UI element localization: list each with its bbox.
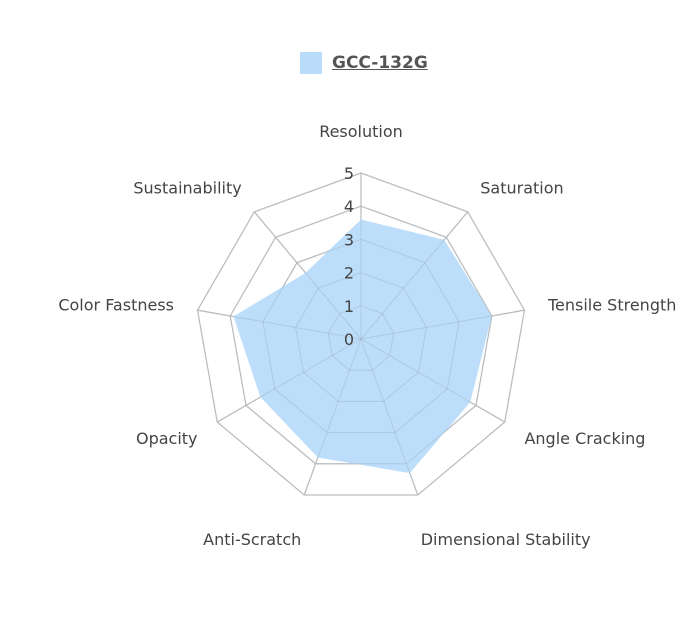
tick-label-0: 0 bbox=[344, 330, 354, 349]
grid-ring-overlay-3 bbox=[262, 238, 460, 434]
spoke-overlay-3 bbox=[360, 338, 506, 423]
grid-ring-overlay-4 bbox=[229, 205, 493, 465]
axis-label-color-fastness: Color Fastness bbox=[58, 296, 174, 315]
axis-label-opacity: Opacity bbox=[136, 429, 198, 448]
tick-label-4: 4 bbox=[344, 197, 354, 216]
spoke-overlay-1 bbox=[360, 211, 469, 340]
spoke-overlay-4 bbox=[360, 338, 419, 496]
spoke-overlay-6 bbox=[216, 338, 362, 423]
axis-label-resolution: Resolution bbox=[319, 122, 403, 141]
grid-ring-5 bbox=[196, 172, 526, 496]
tick-label-3: 3 bbox=[344, 230, 354, 249]
legend-label: GCC-132G bbox=[332, 53, 428, 73]
spoke-overlay-2 bbox=[360, 309, 525, 340]
grid-ring-overlay-5 bbox=[196, 172, 526, 496]
tick-label-5: 5 bbox=[344, 164, 354, 183]
axis-label-sustainability: Sustainability bbox=[133, 178, 241, 197]
axis-label-tensile-strength: Tensile Strength bbox=[547, 296, 676, 315]
grid-ring-overlay-2 bbox=[295, 272, 427, 402]
grid-ring-overlay-1 bbox=[327, 305, 395, 371]
axis-label-anti-scratch: Anti-Scratch bbox=[203, 530, 301, 549]
legend[interactable]: GCC-132G bbox=[300, 52, 428, 74]
axis-label-saturation: Saturation bbox=[480, 178, 563, 197]
series-area-0 bbox=[233, 219, 492, 474]
spoke-overlay-5 bbox=[303, 338, 362, 496]
tick-label-1: 1 bbox=[344, 297, 354, 316]
axis-label-dimensional-stability: Dimensional Stability bbox=[421, 530, 591, 549]
tick-label-2: 2 bbox=[344, 264, 354, 283]
spoke-overlay-8 bbox=[253, 211, 362, 340]
spoke-overlay-7 bbox=[197, 309, 362, 340]
legend-swatch bbox=[300, 52, 322, 74]
axis-label-angle-cracking: Angle Cracking bbox=[524, 429, 645, 448]
